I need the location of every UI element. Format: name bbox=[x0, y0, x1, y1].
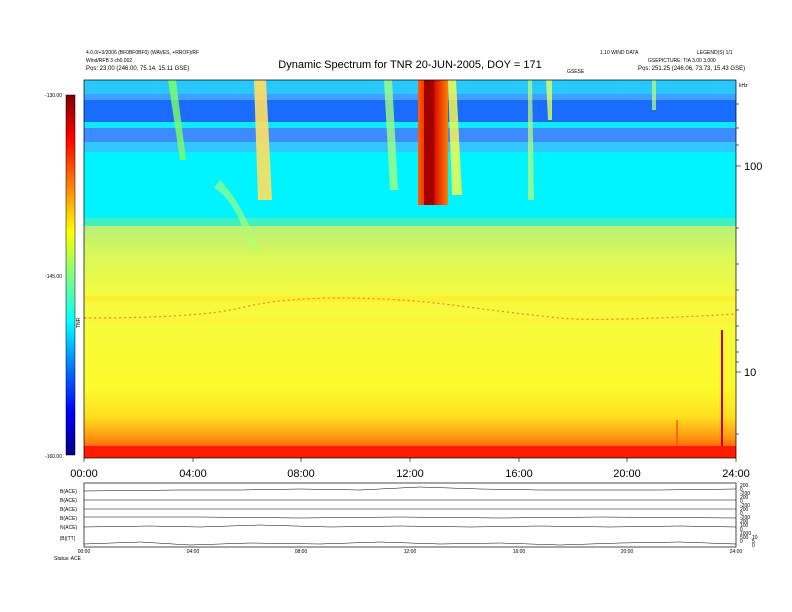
chart-title: Dynamic Spectrum for TNR 20-JUN-2005, DO… bbox=[278, 59, 541, 71]
svg-text:200: 200 bbox=[740, 507, 749, 513]
colorbar-tick-mid: -145.00 bbox=[45, 274, 62, 280]
spectrogram bbox=[83, 79, 737, 459]
x-tick-label-12: 12:00 bbox=[396, 468, 424, 480]
panel-label-3: B(ACE) bbox=[60, 507, 77, 513]
colorbar-tick-top: -130.00 bbox=[45, 93, 62, 99]
panel-x-tick-12: 12:00 bbox=[404, 549, 417, 555]
panel-label-6: |B|(TT) bbox=[60, 536, 76, 542]
panel-label-4: B(ACE) bbox=[60, 516, 77, 522]
svg-text:-200: -200 bbox=[740, 491, 750, 497]
svg-text:200: 200 bbox=[740, 519, 749, 525]
y-tick-label-10: 10 bbox=[744, 367, 756, 379]
svg-text:200: 200 bbox=[740, 495, 749, 501]
svg-text:500: 500 bbox=[740, 535, 749, 541]
svg-text:200: 200 bbox=[740, 483, 749, 489]
colorbar bbox=[65, 94, 76, 456]
x-tick-label-20: 20:00 bbox=[613, 468, 641, 480]
header-left-line3: Pos: 23.00 (246.00, 75.14, 15.11 GSE) bbox=[86, 66, 189, 72]
svg-text:-200: -200 bbox=[740, 503, 750, 509]
panel-x-tick-16: 16:00 bbox=[513, 549, 526, 555]
panel-right-ticks: 200 0 -200 200 0 -200 200 0 -200 200 100… bbox=[740, 483, 758, 549]
panel-x-tick-04: 04:00 bbox=[187, 549, 200, 555]
svg-text:0: 0 bbox=[740, 487, 743, 493]
header-left-line1: 4.0.0/+3/2006 (BF0BF0BF0) (WAVES, +RROF)… bbox=[86, 50, 199, 56]
solar-wind-panel bbox=[83, 482, 737, 548]
svg-text:0: 0 bbox=[740, 527, 743, 533]
panel-x-tick-20: 20:00 bbox=[621, 549, 634, 555]
header-right-line3: GSEPICTURE: TIA 3.00 3.000 bbox=[648, 58, 716, 64]
y-unit-label: kHz bbox=[739, 83, 748, 89]
colorbar-tick-bottom: -160.00 bbox=[45, 454, 62, 460]
header-right-line1: 1.10 WIND DATA bbox=[600, 50, 639, 56]
y-tick-label-100: 100 bbox=[744, 161, 762, 173]
x-tick-label-24: 24:00 bbox=[722, 468, 750, 480]
x-tick-label-04: 04:00 bbox=[179, 468, 207, 480]
colorbar-label: TNR bbox=[76, 317, 82, 328]
header-left-line2: Wind/RFB 3 ch0.002 bbox=[86, 58, 132, 64]
panel-footer: Status: ACE bbox=[54, 556, 82, 562]
x-tick-label-00: 00:00 bbox=[70, 468, 98, 480]
header-right-line2: LEGEND(S) 1/1 bbox=[697, 50, 733, 56]
svg-text:100: 100 bbox=[740, 523, 749, 529]
svg-text:1000: 1000 bbox=[740, 531, 751, 537]
svg-text:-200: -200 bbox=[740, 515, 750, 521]
x-tick-marks bbox=[83, 458, 737, 462]
panel-x-tick-24: 24:00 bbox=[730, 549, 743, 555]
panel-label-1: B(ACE) bbox=[60, 489, 77, 495]
panel-label-5: N(ACE) bbox=[60, 525, 78, 531]
header-center-small: GSESE bbox=[567, 69, 585, 75]
svg-text:10: 10 bbox=[752, 535, 758, 541]
panel-label-2: B(ACE) bbox=[60, 498, 77, 504]
x-tick-label-16: 16:00 bbox=[505, 468, 533, 480]
svg-text:0: 0 bbox=[740, 511, 743, 517]
x-tick-label-08: 08:00 bbox=[287, 468, 315, 480]
panel-x-tick-00: 00:00 bbox=[78, 549, 91, 555]
svg-text:0: 0 bbox=[740, 499, 743, 505]
panel-x-tick-08: 08:00 bbox=[295, 549, 308, 555]
svg-text:0: 0 bbox=[740, 539, 743, 545]
header-right-line4: Pos: 251.25 (246.06, 73.73, 15.43 GSE) bbox=[638, 66, 745, 72]
svg-text:5: 5 bbox=[752, 539, 755, 545]
y-tick-marks bbox=[736, 103, 741, 435]
svg-text:0: 0 bbox=[752, 543, 755, 549]
